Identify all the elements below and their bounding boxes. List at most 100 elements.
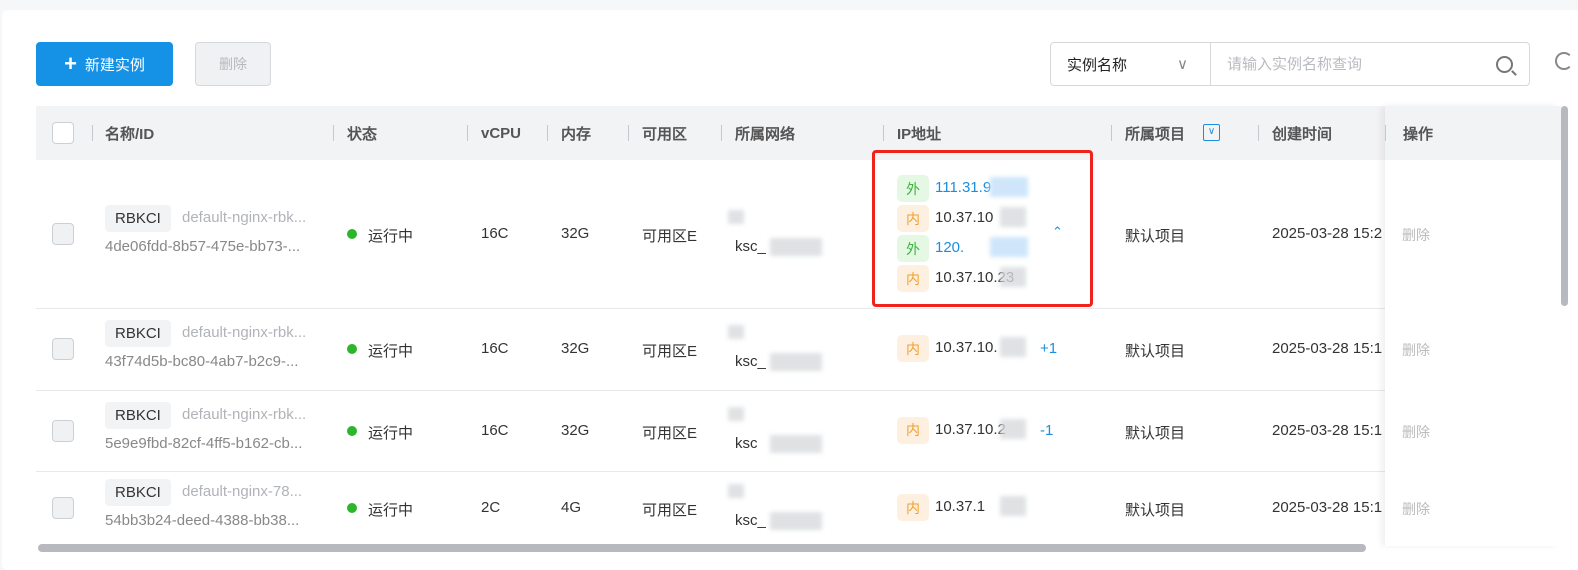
col-vcpu: vCPU bbox=[481, 124, 522, 142]
instance-id: 4de06fdd-8b57-475e-bb73-... bbox=[105, 238, 301, 255]
chevron-down-icon: ∨ bbox=[1177, 56, 1188, 73]
row-checkbox[interactable] bbox=[52, 223, 74, 245]
redacted-block bbox=[770, 238, 822, 256]
status-text: 运行中 bbox=[368, 228, 414, 245]
delete-action[interactable]: 删除 bbox=[1402, 423, 1430, 440]
instance-id: 5e9e9fbd-82cf-4ff5-b162-cb... bbox=[105, 434, 303, 452]
delete-action[interactable]: 删除 bbox=[1402, 227, 1430, 243]
status-text: 运行中 bbox=[368, 502, 414, 519]
instance-name[interactable]: default-nginx-rbk... bbox=[182, 209, 307, 226]
internal-ip-badge: 内 bbox=[897, 416, 929, 444]
action-header-bg bbox=[1385, 106, 1561, 160]
ip-address: 10.37.10 bbox=[935, 209, 994, 226]
instance-id: 43f74d5b-bc80-4ab7-b2c9-... bbox=[105, 353, 299, 370]
ip-address[interactable]: 111.31.9 bbox=[935, 179, 992, 196]
refresh-icon[interactable] bbox=[1555, 52, 1573, 70]
col-status: 状态 bbox=[347, 125, 378, 143]
status-dot bbox=[347, 344, 357, 354]
redacted-block bbox=[990, 177, 1028, 197]
redacted-block bbox=[1000, 337, 1026, 357]
more-ips-link[interactable]: +1 bbox=[1040, 340, 1058, 357]
row-checkbox[interactable] bbox=[52, 497, 74, 519]
status-dot bbox=[347, 229, 357, 239]
vcpu: 2C bbox=[481, 499, 501, 516]
ip-address: 10.37.10.2 bbox=[935, 420, 1006, 438]
col-ip: IP地址 bbox=[897, 125, 942, 143]
more-ips-link[interactable]: -1 bbox=[1040, 421, 1054, 439]
redacted-block bbox=[728, 325, 744, 339]
row-checkbox[interactable] bbox=[52, 338, 74, 360]
internal-ip-badge: 内 bbox=[897, 494, 929, 521]
plus-icon: + bbox=[64, 51, 77, 76]
redacted-block bbox=[728, 484, 744, 498]
vcpu: 16C bbox=[481, 225, 509, 242]
redacted-block bbox=[770, 512, 822, 530]
redacted-block bbox=[770, 434, 822, 453]
redacted-block bbox=[728, 406, 744, 421]
instance-name[interactable]: default-nginx-78... bbox=[182, 483, 303, 500]
project-filter-icon[interactable]: ∨ bbox=[1203, 124, 1220, 141]
delete-button[interactable]: 删除 bbox=[195, 42, 271, 86]
created-time: 2025-03-28 15:1 bbox=[1272, 421, 1383, 439]
ip-address: 10.37.1 bbox=[935, 498, 986, 515]
table-header bbox=[36, 106, 1561, 160]
status-text: 运行中 bbox=[368, 424, 414, 442]
col-memory: 内存 bbox=[561, 125, 592, 143]
delete-action[interactable]: 删除 bbox=[1402, 501, 1430, 517]
created-time: 2025-03-28 15:2 bbox=[1272, 225, 1383, 242]
filter-select[interactable]: 实例名称 ∨ bbox=[1051, 43, 1211, 85]
memory: 32G bbox=[561, 421, 590, 439]
delete-action[interactable]: 删除 bbox=[1402, 342, 1430, 358]
redacted-block bbox=[770, 353, 822, 371]
col-action: 操作 bbox=[1403, 125, 1434, 143]
col-network: 所属网络 bbox=[735, 125, 796, 143]
collapse-icon[interactable]: ⌃ bbox=[1052, 224, 1063, 239]
col-project: 所属项目 bbox=[1125, 125, 1186, 143]
memory: 32G bbox=[561, 225, 590, 242]
zone: 可用区E bbox=[642, 502, 698, 519]
network: ksc_ bbox=[735, 353, 766, 370]
internal-ip-badge: 内 bbox=[897, 335, 929, 362]
highlight-box bbox=[872, 150, 1093, 307]
search-icon[interactable] bbox=[1496, 55, 1517, 76]
status-text: 运行中 bbox=[368, 343, 414, 360]
vcpu: 16C bbox=[481, 340, 509, 357]
create-instance-button[interactable]: + 新建实例 bbox=[36, 42, 173, 86]
project: 默认项目 bbox=[1125, 343, 1186, 360]
redacted-block bbox=[1000, 207, 1026, 227]
network: ksc_ bbox=[735, 238, 766, 255]
instance-tag: RBKCI bbox=[105, 401, 171, 429]
status-dot bbox=[347, 503, 357, 513]
redacted-block bbox=[1000, 418, 1026, 439]
network: ksc_ bbox=[735, 512, 766, 529]
search-input[interactable] bbox=[1211, 43, 1496, 85]
zone: 可用区E bbox=[642, 424, 698, 442]
project: 默认项目 bbox=[1125, 424, 1186, 442]
instance-name[interactable]: default-nginx-rbk... bbox=[182, 324, 307, 341]
internal-ip-badge: 内 bbox=[897, 265, 929, 292]
ip-address[interactable]: 120. bbox=[935, 239, 965, 256]
zone: 可用区E bbox=[642, 343, 698, 360]
instance-name[interactable]: default-nginx-rbk... bbox=[182, 405, 307, 423]
row-checkbox[interactable] bbox=[52, 419, 74, 442]
select-all-checkbox[interactable] bbox=[52, 122, 74, 144]
col-name: 名称/ID bbox=[105, 125, 155, 143]
vertical-scrollbar[interactable] bbox=[1561, 106, 1568, 306]
project: 默认项目 bbox=[1125, 502, 1186, 519]
ip-address: 10.37.10.23 bbox=[935, 269, 1015, 286]
memory: 32G bbox=[561, 340, 590, 357]
search-bar: 实例名称 ∨ bbox=[1050, 42, 1530, 86]
redacted-block bbox=[1000, 267, 1026, 287]
network: ksc bbox=[735, 434, 758, 452]
content-card bbox=[2, 10, 1578, 570]
create-label: 新建实例 bbox=[84, 56, 145, 74]
ip-address: 10.37.10. bbox=[935, 339, 998, 356]
created-time: 2025-03-28 15:1 bbox=[1272, 340, 1383, 357]
col-zone: 可用区 bbox=[642, 125, 688, 143]
fixed-action-column bbox=[1385, 106, 1561, 546]
redacted-block bbox=[728, 210, 744, 224]
horizontal-scrollbar[interactable] bbox=[38, 544, 1366, 552]
memory: 4G bbox=[561, 499, 582, 516]
created-time: 2025-03-28 15:1 bbox=[1272, 499, 1383, 516]
instance-tag: RBKCI bbox=[105, 479, 171, 506]
